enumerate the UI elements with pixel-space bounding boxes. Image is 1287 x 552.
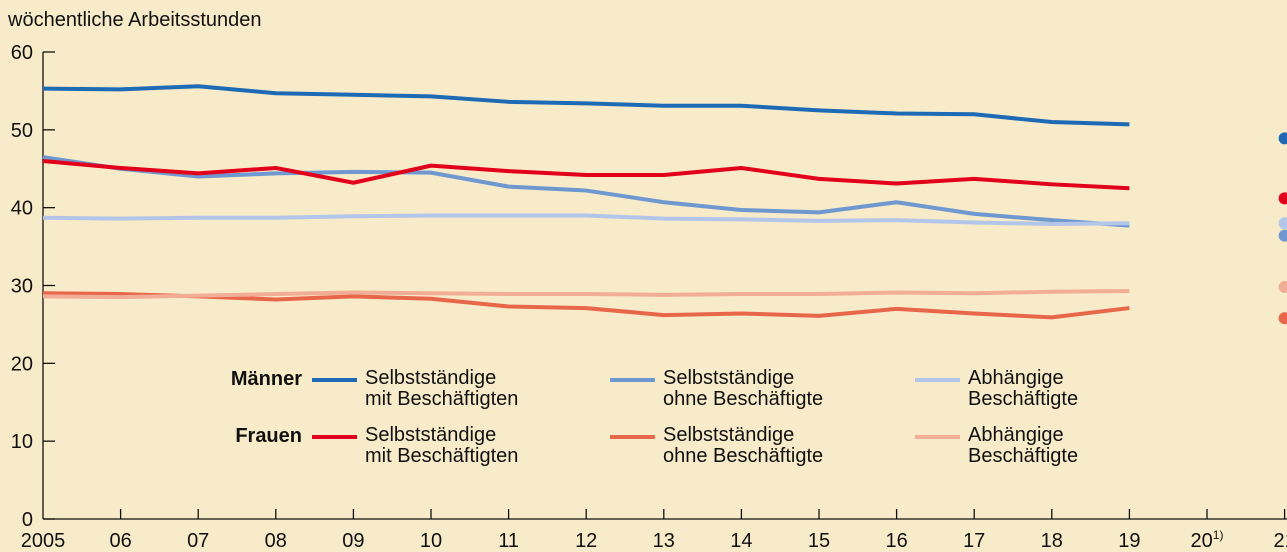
x-tick-text: 13 (653, 530, 675, 552)
x-tick-label: 17 (963, 530, 985, 552)
legend-group-label: Männer (230, 368, 302, 390)
x-tick-label: 13 (653, 530, 675, 552)
y-tick-label: 60 (11, 42, 33, 64)
y-tick-label: 0 (22, 509, 33, 531)
x-tick-text: 18 (1041, 530, 1063, 552)
legend-label: Selbstständige mit Beschäftigten (365, 367, 519, 410)
x-tick-label: 08 (265, 530, 287, 552)
x-tick-text: 08 (265, 530, 287, 552)
x-tick-label: 14 (730, 530, 752, 552)
x-tick-text: 19 (1118, 530, 1140, 552)
series-line (42, 84, 1130, 127)
y-tick-label: 20 (11, 353, 33, 375)
series-line (42, 288, 1130, 300)
x-tick-label: 21 (1273, 530, 1287, 552)
y-tick-label: 40 (11, 198, 33, 220)
x-tick-text: 21 (1273, 530, 1287, 552)
x-tick-text: 20 (1191, 530, 1213, 552)
y-tick-label: 10 (11, 431, 33, 453)
legend-label: Selbstständige ohne Beschäftigte (663, 367, 824, 410)
x-tick-text: 14 (730, 530, 752, 552)
y-tick-label: 30 (11, 276, 33, 298)
x-tick-label: 10 (420, 530, 442, 552)
point (1278, 192, 1287, 205)
x-tick-text: 06 (109, 530, 131, 552)
legend-label: Abhängige Beschäftigte (968, 367, 1079, 410)
series-line (42, 158, 1130, 191)
x-tick-label: 15 (808, 530, 830, 552)
legend-label: Abhängige Beschäftigte (968, 424, 1079, 467)
x-tick-text: 17 (963, 530, 985, 552)
x-tick-label: 2005 (21, 530, 66, 552)
x-tick-label: 06 (109, 530, 131, 552)
x-tick-text: 11 (498, 530, 519, 552)
y-axis-label: wöchentliche Arbeitsstunden (7, 9, 262, 31)
x-tick-label: 16 (885, 530, 907, 552)
y-tick-label: 50 (11, 120, 33, 142)
point (1278, 229, 1287, 242)
x-tick-label: 18 (1041, 530, 1063, 552)
x-tick-label: 07 (187, 530, 209, 552)
legend-group-label: Frauen (235, 425, 302, 447)
x-tick-label: 19 (1118, 530, 1140, 552)
x-tick-text: 16 (885, 530, 907, 552)
x-tick-label: 12 (575, 530, 597, 552)
series-line (42, 155, 1130, 228)
x-tick-label: 09 (342, 530, 364, 552)
x-tick-text: 09 (342, 530, 364, 552)
x-tick-text: 07 (187, 530, 209, 552)
x-tick-text: 15 (808, 530, 830, 552)
series-line (42, 291, 1130, 320)
footnote-marker: 1) (1213, 528, 1224, 542)
x-tick-text: 10 (420, 530, 442, 552)
point (1278, 217, 1287, 230)
legend-label: Selbstständige mit Beschäftigten (365, 424, 519, 467)
x-tick-label: 11 (498, 530, 519, 552)
x-tick-text: 12 (575, 530, 597, 552)
point (1278, 312, 1287, 325)
legend-label: Selbstständige ohne Beschäftigte (663, 424, 824, 467)
x-tick-text: 2005 (21, 530, 66, 552)
series-line (42, 213, 1130, 227)
point (1278, 281, 1287, 294)
point (1278, 132, 1287, 145)
x-tick-label: 201) (1191, 528, 1224, 552)
